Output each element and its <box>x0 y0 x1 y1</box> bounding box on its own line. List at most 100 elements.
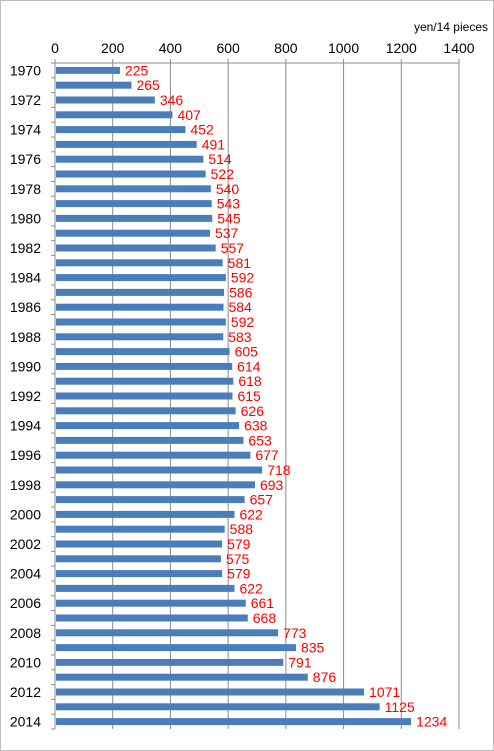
data-label-1980: 545 <box>217 210 241 226</box>
bar-2008 <box>56 629 279 637</box>
x-tick-label: 0 <box>51 40 59 56</box>
bar-2014 <box>56 718 412 726</box>
data-label-1994: 638 <box>244 418 268 434</box>
bar-2001 <box>56 525 225 533</box>
data-label-1970: 225 <box>125 62 149 78</box>
bar-1977 <box>56 170 206 178</box>
y-tick-label-1984: 1984 <box>10 270 41 286</box>
bar-1989 <box>56 348 230 356</box>
bar-1973 <box>56 111 173 119</box>
data-label-1996: 677 <box>255 447 279 463</box>
x-tick-label: 1000 <box>328 40 359 56</box>
x-tick-label: 1200 <box>386 40 417 56</box>
data-label-1987: 592 <box>231 314 255 330</box>
x-tick-label: 800 <box>274 40 298 56</box>
x-tick-label: 400 <box>159 40 183 56</box>
data-label-2011: 876 <box>313 669 337 685</box>
bar-1999 <box>56 496 245 504</box>
data-label-1986: 584 <box>229 299 253 315</box>
bar-1994 <box>56 422 240 430</box>
y-tick-label-2008: 2008 <box>10 625 41 641</box>
data-label-2007: 668 <box>253 610 277 626</box>
data-label-1993: 626 <box>241 403 265 419</box>
y-tick-label-1982: 1982 <box>10 240 41 256</box>
y-tick-label-1986: 1986 <box>10 299 41 315</box>
bar-2002 <box>56 540 223 548</box>
bar-1988 <box>56 333 224 341</box>
data-label-1979: 543 <box>217 196 241 212</box>
bar-2012 <box>56 688 365 696</box>
bar-1997 <box>56 466 263 474</box>
data-label-2002: 579 <box>227 536 251 552</box>
bar-1982 <box>56 244 216 252</box>
bar-1980 <box>56 214 213 222</box>
data-label-1974: 452 <box>190 122 214 138</box>
bar-2013 <box>56 703 380 711</box>
data-label-1985: 586 <box>229 284 253 300</box>
data-label-1978: 540 <box>216 181 240 197</box>
bar-1990 <box>56 362 233 370</box>
bar-1985 <box>56 288 225 296</box>
bar-1987 <box>56 318 226 326</box>
y-tick-label-1992: 1992 <box>10 388 41 404</box>
data-label-1997: 718 <box>267 462 291 478</box>
bar-1979 <box>56 200 212 208</box>
data-label-2006: 661 <box>251 595 275 611</box>
data-label-2004: 579 <box>227 566 251 582</box>
unit-label: yen/14 pieces <box>413 20 488 34</box>
y-tick-label-1972: 1972 <box>10 92 41 108</box>
bar-2009 <box>56 644 296 652</box>
data-label-1992: 615 <box>237 388 261 404</box>
y-tick-label-1994: 1994 <box>10 418 41 434</box>
data-label-2010: 791 <box>288 654 312 670</box>
y-tick-label-2000: 2000 <box>10 506 41 522</box>
bar-1983 <box>56 259 223 267</box>
y-tick-label-2012: 2012 <box>10 684 41 700</box>
bar-1993 <box>56 407 236 415</box>
bars <box>56 66 412 726</box>
data-labels: 2252653464074524915145225405435455375575… <box>125 62 448 729</box>
data-label-1972: 346 <box>160 92 184 108</box>
data-label-1990: 614 <box>237 358 261 374</box>
x-tick-label: 600 <box>216 40 240 56</box>
data-label-1977: 522 <box>211 166 235 182</box>
data-label-2003: 575 <box>226 551 250 567</box>
y-tick-label-2006: 2006 <box>10 595 41 611</box>
data-label-1975: 491 <box>202 136 226 152</box>
x-tick-label: 1400 <box>443 40 474 56</box>
bar-1976 <box>56 155 204 163</box>
bar-1984 <box>56 274 226 282</box>
bar-2005 <box>56 584 235 592</box>
y-tick-labels: 1970 1972 1974 1976 1978 1980 1982 1984 1986 1988… <box>10 62 41 729</box>
data-label-1973: 407 <box>177 107 201 123</box>
bar-2003 <box>56 555 221 563</box>
y-tick-label-2002: 2002 <box>10 536 41 552</box>
bar-1981 <box>56 229 210 237</box>
data-label-1981: 537 <box>215 225 239 241</box>
bar-2011 <box>56 673 308 681</box>
data-label-1976: 514 <box>208 151 232 167</box>
y-tick-label-2010: 2010 <box>10 654 41 670</box>
y-tick-label-2004: 2004 <box>10 566 41 582</box>
y-tick-label-2014: 2014 <box>10 714 41 730</box>
bar-2004 <box>56 570 223 578</box>
data-label-1984: 592 <box>231 270 255 286</box>
bar-1971 <box>56 81 132 89</box>
bar-1978 <box>56 185 211 193</box>
data-label-1998: 693 <box>260 477 284 493</box>
data-label-2009: 835 <box>301 640 325 656</box>
data-label-2001: 588 <box>230 521 254 537</box>
data-label-2013: 1125 <box>385 699 415 715</box>
y-tick-label-1974: 1974 <box>10 122 41 138</box>
x-tick-label: 200 <box>101 40 125 56</box>
data-label-1999: 657 <box>250 492 274 508</box>
y-tick-label-1978: 1978 <box>10 181 41 197</box>
bar-2006 <box>56 599 246 607</box>
y-tick-label-1998: 1998 <box>10 477 41 493</box>
data-label-2012: 1071 <box>369 684 400 700</box>
data-label-2000: 622 <box>239 506 263 522</box>
bar-2010 <box>56 658 284 666</box>
bar-1996 <box>56 451 251 459</box>
